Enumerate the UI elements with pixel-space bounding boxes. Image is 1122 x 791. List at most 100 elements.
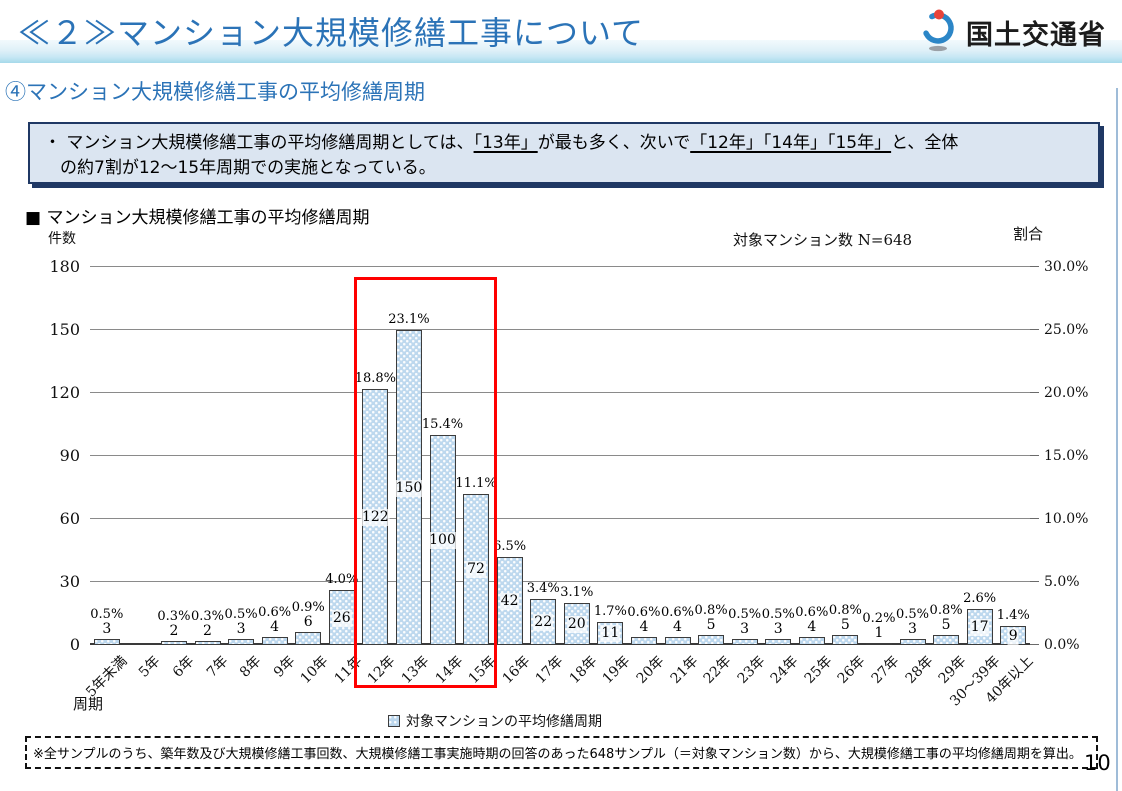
bar-count-label: 4	[639, 618, 649, 635]
bar-count-label: 100	[428, 532, 457, 549]
bar-pct-label: 11.1%	[455, 475, 497, 491]
section-subtitle: ④マンション大規模修繕工事の平均修繕周期	[5, 80, 425, 104]
bar-21年	[664, 636, 691, 645]
bar-pct-label: 15.4%	[421, 417, 464, 432]
bar-pct-label: 2.6%	[963, 591, 997, 607]
left-axis-title: 件数	[48, 231, 76, 247]
bar-pct-label: 1.4%	[996, 608, 1030, 624]
bar-26年	[832, 634, 859, 645]
bar-pct-label: 0.6%	[627, 604, 661, 620]
bar-count-label: 22	[533, 613, 554, 631]
bar-20年	[630, 636, 657, 645]
x-axis-title: 周期	[73, 695, 104, 713]
bar-count-label: 4	[673, 618, 682, 635]
page-number: 10	[1084, 751, 1111, 775]
pct-axis-tick-label: 10.0%	[1044, 511, 1089, 527]
bar-count-label: 5	[941, 616, 951, 633]
bar-pct-label: 6.5%	[493, 538, 527, 554]
bar-pct-label: 23.1%	[388, 312, 430, 327]
bar-count-label: 3	[773, 620, 783, 637]
bar-pct-label: 18.8%	[354, 370, 396, 386]
key-text: と、全体	[891, 133, 959, 153]
bar-pct-label: 0.5%	[761, 606, 795, 622]
slide-right-border	[1116, 88, 1118, 791]
bar-pct-label: 0.6%	[258, 604, 292, 620]
bar-count-label: 11	[600, 625, 621, 643]
bar-count-label: 3	[236, 620, 246, 637]
key-text: マンション大規模修繕工事の平均修繕周期としては、	[66, 133, 474, 153]
gridline	[90, 392, 1030, 393]
bar-27年	[865, 642, 892, 645]
bar-count-label: 9	[1007, 627, 1019, 645]
bar-pct-label: 0.6%	[660, 604, 695, 620]
pct-axis-tick	[1030, 455, 1039, 456]
pct-axis-tick-label: 30.0%	[1044, 259, 1089, 275]
bar-count-label: 3	[908, 620, 917, 637]
bullet: ・	[44, 133, 61, 153]
gridline	[90, 581, 1030, 582]
bar-count-label: 6	[303, 614, 313, 631]
pct-axis-tick-label: 5.0%	[1044, 574, 1080, 590]
page-title: ≪２≫マンション大規模修繕工事について	[18, 14, 645, 52]
bar-23年	[731, 638, 758, 645]
bar-pct-label: 0.8%	[929, 602, 963, 618]
pct-axis-tick	[1030, 392, 1039, 393]
bar-pct-label: 4.0%	[325, 572, 359, 588]
bar-count-label: 3	[102, 620, 112, 637]
bar-count-label: 122	[360, 508, 390, 526]
bar-25年	[798, 636, 825, 645]
footnote-text: ※全サンプルのうち、築年数及び大規模修繕工事回数、大規模修繕工事実施時期の回答の…	[33, 747, 1082, 762]
bar-count-label: 4	[270, 618, 280, 635]
count-axis-tick-label: 30	[59, 572, 80, 591]
pct-axis-tick	[1030, 644, 1039, 645]
right-axis-title: 割合	[1013, 225, 1044, 243]
chart-title: ■ マンション大規模修繕工事の平均修繕周期	[25, 208, 370, 228]
bar-pct-label: 0.5%	[728, 606, 762, 622]
bar-28年	[899, 638, 926, 645]
legend-label: 対象マンションの平均修繕周期	[406, 714, 602, 730]
bar-count-label: 42	[499, 592, 520, 610]
bar-count-label: 5	[706, 616, 716, 633]
bar-pct-label: 3.4%	[526, 580, 560, 596]
key-message-line2: の約7割が12～15年周期での実施となっている。	[60, 158, 436, 179]
key-text: が最も多く、次いで	[537, 133, 691, 153]
gridline	[90, 643, 1030, 645]
count-axis-tick-label: 60	[59, 509, 80, 528]
pct-axis-tick-label: 0.0%	[1044, 637, 1080, 653]
bar-pct-label: 1.7%	[593, 603, 627, 619]
pct-axis-tick-label: 25.0%	[1044, 322, 1089, 338]
bar-pct-label: 0.6%	[795, 604, 829, 620]
mlit-logo: 国土交通省	[918, 8, 1106, 56]
gridline	[90, 518, 1030, 519]
bar-pct-label: 0.5%	[90, 606, 124, 622]
sample-size-label: 対象マンション数 N=648	[733, 231, 913, 249]
bar-pct-label: 0.9%	[291, 600, 325, 616]
bar-29年	[933, 634, 960, 645]
bar-count-label: 72	[466, 561, 486, 579]
count-axis-tick-label: 90	[59, 446, 80, 465]
mlit-logo-icon	[918, 8, 958, 56]
plot-area: 0 0.0% 30 5.0% 60 10.0% 90 15.0% 120 20.0% 150 25.0…	[49, 258, 1088, 710]
key-text-underlined-13: 「13年」	[473, 133, 538, 153]
bar-24年	[765, 638, 792, 645]
mlit-logo-text: 国土交通省	[966, 19, 1106, 51]
bar-9年	[261, 636, 288, 645]
count-axis-tick-label: 120	[49, 383, 80, 402]
pct-axis-tick	[1030, 581, 1039, 582]
bar-pct-label: 3.1%	[560, 585, 594, 600]
pct-axis-tick-label: 15.0%	[1044, 448, 1089, 464]
bar-count-label: 2	[203, 622, 212, 639]
bar-count-label: 2	[169, 622, 179, 639]
pct-axis-tick-label: 20.0%	[1044, 385, 1089, 401]
bar-count-label: 5	[840, 616, 850, 633]
bar-pct-label: 0.5%	[224, 606, 258, 622]
bar-8年	[228, 638, 255, 645]
bar-count-label: 150	[394, 479, 424, 497]
bar-5年未満	[93, 638, 120, 645]
pct-axis-tick	[1030, 518, 1039, 519]
legend-swatch-icon	[388, 715, 400, 727]
bar-pct-label: 0.5%	[895, 606, 930, 622]
bar-6年	[160, 640, 187, 645]
bar-10年	[295, 632, 322, 645]
